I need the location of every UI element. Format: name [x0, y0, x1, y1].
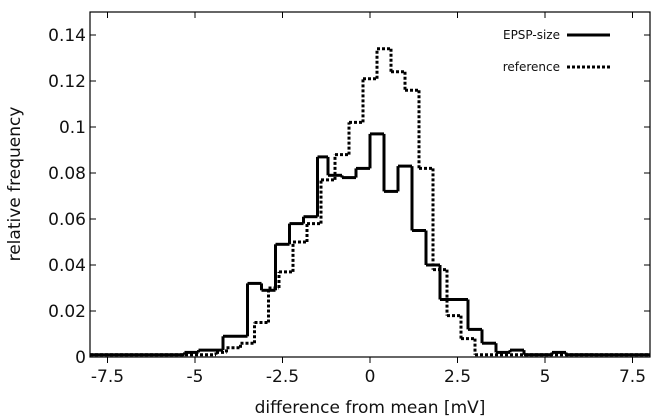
y-tick-label: 0.1	[59, 118, 86, 138]
y-tick-label: 0.06	[48, 210, 86, 230]
x-tick-label: -5	[187, 367, 204, 387]
y-tick-label: 0.12	[48, 72, 86, 92]
plot-frame	[89, 11, 651, 358]
y-tick-label: 0.14	[48, 26, 86, 46]
x-tick-label: 7.5	[619, 367, 646, 387]
legend-label-epsp-size: EPSP-size	[503, 28, 560, 42]
legend: EPSP-size reference	[503, 28, 610, 74]
x-tick-label: 5	[540, 367, 551, 387]
y-tick-label: 0	[75, 348, 86, 368]
legend-label-reference: reference	[503, 60, 560, 74]
x-tick-label: -7.5	[91, 367, 124, 387]
x-tick-label: 2.5	[444, 367, 471, 387]
x-tick-label: -2.5	[266, 367, 299, 387]
y-tick-label: 0.08	[48, 164, 86, 184]
y-tick-label: 0.04	[48, 256, 86, 276]
y-tick-label: 0.02	[48, 302, 86, 322]
x-axis-title: difference from mean [mV]	[255, 398, 486, 418]
x-axis: -7.5 -5 -2.5 0 2.5 5 7.5	[91, 12, 646, 387]
y-axis-title: relative frequency	[5, 107, 25, 262]
series-layer	[90, 47, 650, 357]
x-tick-label: 0	[365, 367, 376, 387]
series-epsp-size	[90, 132, 650, 357]
series-reference	[90, 47, 650, 357]
y-axis: 0 0.02 0.04 0.06 0.08 0.1 0.12 0.14	[48, 26, 650, 368]
